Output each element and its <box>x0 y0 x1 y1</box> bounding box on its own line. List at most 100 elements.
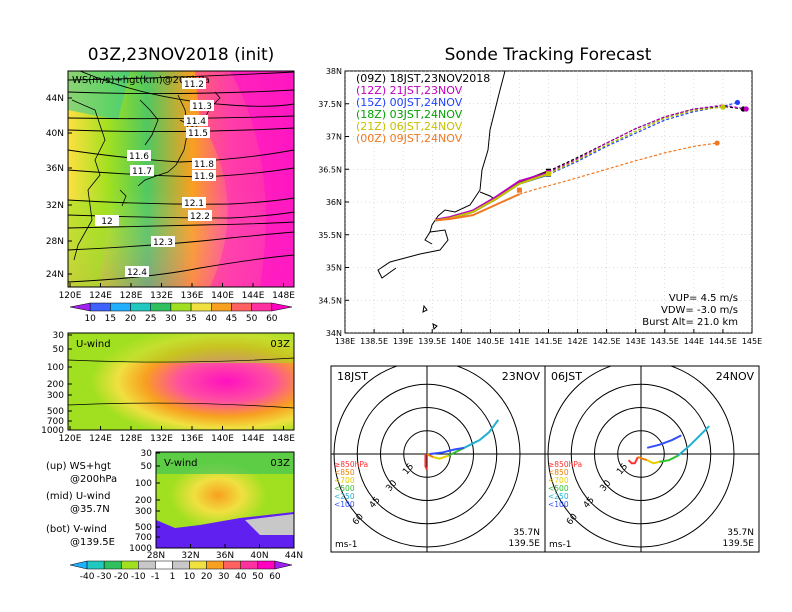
hodograph-legend-entry: <700 <box>548 476 569 485</box>
v-wind-label: V-wind <box>164 458 198 469</box>
v-level-label: 1000 <box>129 544 152 554</box>
hodograph-time-label: 18JST <box>337 370 368 383</box>
hodograph-legend-entry: <700 <box>334 476 355 485</box>
track-legend-entry: (15Z) 00JST,24NOV <box>356 96 463 109</box>
u-lon-tick-label: 144E <box>242 434 265 444</box>
v-colorbar: -40 -30 -20 -10 -1 1 10 20 30 40 50 60 <box>69 560 293 582</box>
u-lon-tick-label: 140E <box>211 434 234 444</box>
contour-label: 12.4 <box>127 268 147 278</box>
track-legend: (09Z) 18JST,23NOV2018(12Z) 21JST,23NOV(1… <box>356 72 490 145</box>
ws-map <box>68 71 294 287</box>
track-line-dashed <box>519 142 718 195</box>
hodograph-lon: 139.5E <box>723 539 755 549</box>
track-x-tick-label: 143.5E <box>651 337 679 346</box>
u-lon-ticks: 120E 124E 128E 132E 136E 140E 144E 148E <box>59 426 295 444</box>
ws-lon-tick-label: 144E <box>242 291 265 301</box>
contour-label-bg <box>184 115 208 126</box>
track-x-tick-label: 138E <box>335 337 355 346</box>
v-wind-panel <box>155 451 295 549</box>
panel-note: (up) WS+hgt <box>46 461 111 472</box>
v-lat-tick-label: 28N <box>147 551 165 561</box>
hodograph-trace <box>432 454 450 460</box>
ws-colorbar-swatch <box>89 302 111 312</box>
hodograph-legend-entry: <100 <box>548 500 569 509</box>
hodograph-legend-entry: <500 <box>334 484 355 493</box>
contour-label: 12.1 <box>184 199 204 209</box>
v-colorbar-label: -30 <box>97 572 112 582</box>
v-lat-tick-label: 36N <box>216 551 234 561</box>
contour-label-bg <box>151 236 175 247</box>
ws-colorbar-label: 60 <box>266 314 278 324</box>
ws-colorbar-label: 45 <box>226 314 237 324</box>
track-end-marker <box>714 140 720 146</box>
track-x-tick-label: 145E <box>742 337 762 346</box>
ws-lon-tick-label: 148E <box>272 291 295 301</box>
v-colorbar-swatch <box>223 560 242 570</box>
track-line-solid <box>434 171 549 221</box>
ws-lon-tick-label: 120E <box>59 291 82 301</box>
u-wind-label: U-wind <box>76 339 111 350</box>
track-x-tick-label: 142.5E <box>593 337 621 346</box>
panel-note: @139.5E <box>70 537 115 548</box>
contour-label: 11.5 <box>188 129 208 139</box>
ws-colorbar-label: 40 <box>206 314 218 324</box>
u-level-label: 500 <box>47 407 64 417</box>
v-colorbar-label: 20 <box>201 572 213 582</box>
ws-map-frame <box>67 70 295 288</box>
v-colorbar-label: 60 <box>269 572 281 582</box>
track-y-tick-label: 35N <box>326 264 342 273</box>
track-end-marker <box>720 104 726 110</box>
panel-notes: (up) WS+hgt @200hPa (mid) U-wind @35.7N (bot… <box>46 461 117 548</box>
hodograph-date-label: 23NOV <box>502 370 541 383</box>
track-y-tick-label: 37N <box>326 133 342 142</box>
v-colorbar-swatch <box>257 560 276 570</box>
panel-note: @200hPa <box>70 474 117 485</box>
contour-label-bg <box>130 165 154 176</box>
track-legend-entry: (12Z) 21JST,23NOV <box>356 84 463 97</box>
ws-colorbar-label: 10 <box>84 314 96 324</box>
v-lat-ticks: 28N 32N 36N 40N 44N <box>147 544 303 561</box>
track-x-tick-label: 138.5E <box>360 337 388 346</box>
ws-colorbar-swatch <box>271 302 293 312</box>
ws-colorbar-swatch <box>110 302 131 312</box>
track-x-tick-label: 141.5E <box>535 337 563 346</box>
ws-lat-tick-label: 32N <box>46 201 64 211</box>
v-level-label: 30 <box>141 449 153 459</box>
ws-lat-tick-label: 40N <box>46 129 64 139</box>
ws-lat-ticks: 44N 40N 36N 32N 28N 24N <box>46 94 72 280</box>
ws-colorbar-label: 50 <box>246 314 258 324</box>
track-y-ticks: 38N 37.5N 37N 36.5N 36N 35.5N 35N 34.5N 34N <box>318 67 349 338</box>
v-colorbar-swatch <box>155 560 173 570</box>
v-wind-time: 03Z <box>270 458 290 469</box>
hodograph-trace <box>637 456 648 462</box>
u-lon-tick-label: 148E <box>272 434 295 444</box>
track-line-solid <box>435 193 520 222</box>
u-level-label: 1000 <box>41 426 64 436</box>
hodograph-trace <box>426 453 434 458</box>
u-lon-tick-label: 136E <box>181 434 204 444</box>
track-x-tick-label: 144.5E <box>709 337 737 346</box>
track-x-tick-label: 140E <box>451 337 471 346</box>
v-lat-tick-label: 44N <box>285 551 303 561</box>
track-legend-entry: (09Z) 18JST,23NOV2018 <box>356 72 490 85</box>
hodograph-legend-entry: <850 <box>334 468 355 477</box>
contour-label-bg <box>190 100 214 111</box>
u-level-label: 300 <box>47 391 64 401</box>
hodograph-time-label: 06JST <box>551 370 582 383</box>
ws-colorbar-label: 25 <box>145 314 156 324</box>
hodograph-trace <box>646 459 660 465</box>
track-line-dashed <box>548 106 723 175</box>
track-midpoint-marker <box>516 187 522 193</box>
track-y-tick-label: 34.5N <box>318 296 342 305</box>
hodograph-trace <box>677 425 710 457</box>
hodograph-legend-entry: <500 <box>548 484 569 493</box>
track-x-tick-label: 141E <box>509 337 529 346</box>
contour-label-bg <box>95 215 119 226</box>
ws-colorbar-swatch <box>190 302 212 312</box>
contour-label-bg <box>192 170 216 181</box>
contour-label-bg <box>192 158 216 169</box>
ws-lat-tick-label: 36N <box>46 164 64 174</box>
track-x-tick-label: 140.5E <box>476 337 504 346</box>
